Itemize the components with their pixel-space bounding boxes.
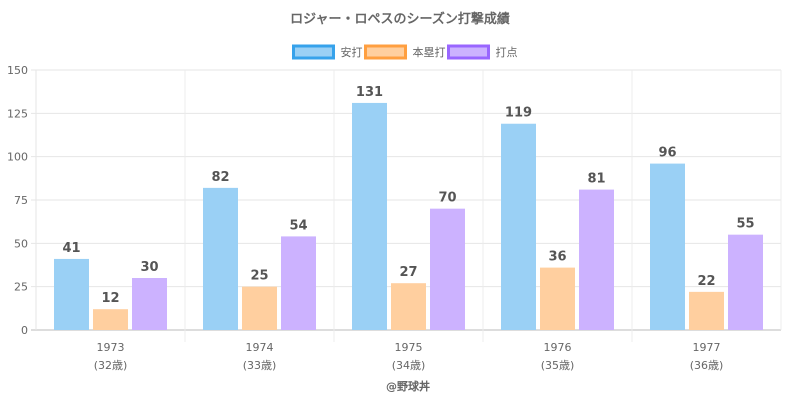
x-tick-label: 1976 — [544, 341, 572, 354]
x-tick-sublabel: (35歳) — [541, 359, 575, 372]
data-labels: 41 12 30 82 25 54 131 27 70 119 36 81 96 22 55 — [62, 85, 754, 306]
bars — [54, 102, 763, 330]
data-label: 70 — [438, 191, 456, 206]
bar-2-1975 — [430, 208, 465, 330]
data-label: 22 — [697, 274, 715, 289]
x-tick-label: 1974 — [246, 341, 274, 354]
bar-1-1976 — [540, 267, 575, 330]
bar-0-1973 — [54, 258, 89, 330]
y-tick-label: 75 — [14, 194, 28, 207]
y-tick-label: 100 — [7, 151, 28, 164]
x-tick-sublabel: (32歳) — [94, 359, 128, 372]
data-label: 27 — [399, 265, 417, 280]
bar-1-1977 — [689, 291, 724, 330]
bar-0-1977 — [650, 163, 685, 330]
legend-label-2: 打点 — [496, 45, 518, 59]
bar-1-1975 — [391, 283, 426, 330]
bar-1-1973 — [93, 309, 128, 330]
x-tick-sublabel: (36歳) — [690, 359, 724, 372]
chart-title: ロジャー・ロペスのシーズン打撃成績 — [290, 11, 510, 27]
data-label: 41 — [62, 241, 80, 256]
x-tick-label: 1975 — [395, 341, 423, 354]
y-tick-label: 150 — [7, 64, 28, 77]
y-tick-label: 50 — [14, 237, 28, 250]
x-tick-label: 1973 — [97, 341, 125, 354]
x-tick-sublabel: (34歳) — [392, 359, 426, 372]
data-label: 119 — [505, 106, 532, 121]
legend-swatch-0 — [292, 44, 335, 60]
x-tick-label: 1977 — [693, 341, 721, 354]
bar-2-1973 — [132, 278, 167, 330]
legend-swatch-1 — [364, 44, 407, 60]
bar-1-1974 — [242, 286, 277, 330]
x-axis: 1973 (32歳) 1974 (33歳) 1975 (34歳) 1976 (35歳) 1977… — [94, 341, 724, 372]
bar-0-1975 — [352, 102, 387, 330]
data-label: 96 — [658, 146, 676, 161]
credit-text: @野球丼 — [386, 379, 430, 393]
bar-2-1977 — [728, 234, 763, 330]
data-label: 30 — [140, 260, 158, 275]
legend-swatch-2 — [447, 44, 490, 60]
data-label: 36 — [548, 250, 566, 265]
bar-0-1976 — [501, 123, 536, 330]
bar-0-1974 — [203, 187, 238, 330]
bar-2-1976 — [579, 189, 614, 330]
y-tick-label: 25 — [14, 281, 28, 294]
legend-label-1: 本塁打 — [413, 45, 446, 59]
data-label: 54 — [289, 218, 307, 233]
legend: 安打 本塁打 打点 — [292, 44, 518, 60]
data-label: 81 — [587, 172, 605, 187]
data-label: 131 — [356, 85, 383, 100]
data-label: 25 — [250, 269, 268, 284]
x-tick-sublabel: (33歳) — [243, 359, 277, 372]
data-label: 55 — [736, 217, 754, 232]
y-tick-label: 0 — [21, 324, 28, 337]
data-label: 82 — [211, 170, 229, 185]
data-label: 12 — [101, 291, 119, 306]
bar-2-1974 — [281, 236, 316, 330]
legend-label-0: 安打 — [341, 45, 363, 59]
y-tick-label: 125 — [7, 107, 28, 120]
y-axis: 0 25 50 75 100 125 150 — [7, 64, 28, 337]
